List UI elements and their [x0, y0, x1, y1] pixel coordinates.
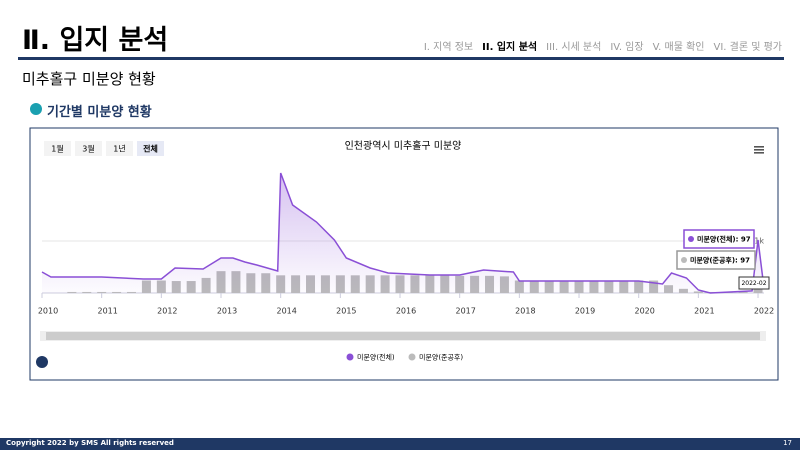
y-tick-label: 1k	[754, 237, 764, 246]
range-button-label: 1년	[113, 144, 125, 154]
tooltip-text: 미분양(전체): 97	[697, 235, 751, 244]
tooltip-date-box	[738, 276, 770, 290]
range-button-label: 1월	[51, 144, 63, 154]
tooltip-date: 2022-02	[741, 280, 766, 287]
chart-title: 인천광역시 미추홀구 미분양	[345, 139, 462, 152]
nav-item[interactable]: III. 시세 분석	[546, 42, 602, 53]
x-tick-label: 2017	[456, 307, 476, 316]
tooltip-dot	[688, 236, 694, 242]
chart-frame	[29, 127, 779, 381]
tooltip-text: 미분양(준공후): 97	[690, 256, 750, 265]
x-tick-label: 2015	[336, 307, 356, 316]
x-tick-label: 2021	[694, 307, 714, 316]
nav: I. 지역 정보 II. 입지 분석 III. 시세 분석 IV. 임장 V. 매물 확…	[424, 38, 782, 53]
range-button[interactable]	[137, 141, 164, 156]
nav-item[interactable]: I. 지역 정보	[423, 42, 474, 53]
x-tick-label: 2014	[276, 307, 296, 316]
page-number: 17	[783, 439, 792, 447]
range-button-label: 3월	[82, 144, 94, 154]
range-button-label: 전체	[143, 144, 158, 154]
section-title: 기간별 미분양 현황	[47, 105, 152, 120]
logo	[36, 356, 48, 368]
subtitle: 미추홀구 미분양 현황	[22, 70, 156, 88]
legend-marker[interactable]	[408, 353, 416, 361]
x-tick-label: 2010	[38, 307, 58, 316]
tooltip-dot	[681, 257, 687, 263]
range-button[interactable]	[75, 141, 102, 156]
menu-icon[interactable]	[754, 146, 764, 154]
nav-item[interactable]: VI. 결론 및 평가	[713, 42, 782, 53]
legend-label: 미분양(전체)	[357, 353, 395, 362]
nav-item[interactable]: II. 입지 분석	[482, 42, 538, 53]
x-tick-label: 2011	[97, 307, 117, 316]
area-fill	[42, 172, 764, 293]
scroll-thumb[interactable]	[46, 332, 760, 340]
x-tick-label: 2013	[217, 307, 237, 316]
x-tick-label: 2018	[515, 307, 535, 316]
rule	[18, 57, 784, 60]
legend-marker[interactable]	[346, 353, 354, 361]
x-tick-label: 2019	[575, 307, 595, 316]
icon	[30, 103, 42, 115]
x-tick-label: 2022	[754, 307, 774, 316]
range-button[interactable]	[44, 141, 71, 156]
nav-item[interactable]: IV. 임장	[610, 42, 644, 53]
page-title: Ⅱ. 입지 분석	[22, 25, 169, 56]
tooltip-box	[676, 250, 756, 270]
tooltip-box	[683, 229, 755, 249]
nav-item[interactable]: V. 매물 확인	[652, 42, 705, 53]
legend-label: 미분양(준공후)	[419, 353, 463, 362]
line	[41, 172, 765, 294]
x-tick-label: 2016	[396, 307, 416, 316]
footer-bar	[0, 438, 800, 450]
x-tick-label: 2012	[157, 307, 177, 316]
range-button[interactable]	[106, 141, 133, 156]
x-tick-label: 2020	[635, 307, 655, 316]
copyright: Copyright 2022 by SMS All rights reserve…	[6, 439, 174, 447]
